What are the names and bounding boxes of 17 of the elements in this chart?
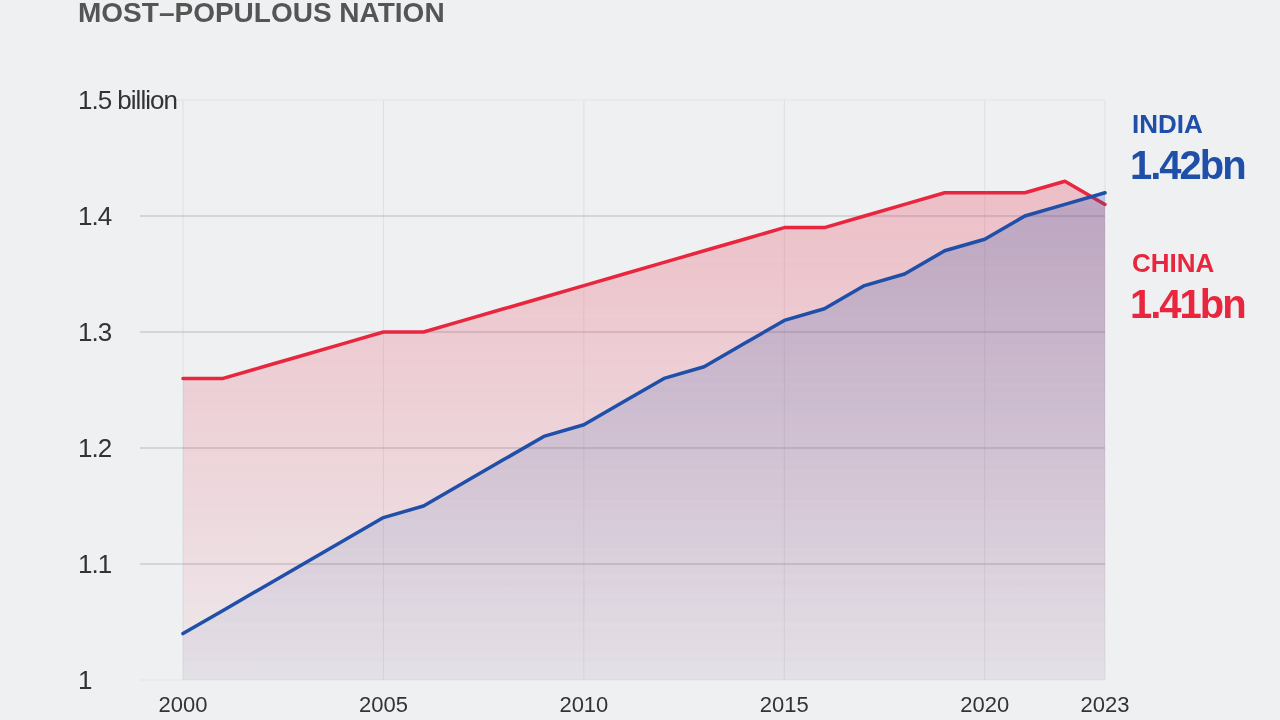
y-tick-label: 1.4 xyxy=(78,201,112,232)
chart-title: MOST–POPULOUS NATION xyxy=(78,0,445,28)
annotation: 1.41bn xyxy=(1130,282,1245,327)
x-tick-label: 2000 xyxy=(158,692,208,717)
y-tick-label: 1.2 xyxy=(78,433,112,464)
annotation: 1.42bn xyxy=(1130,142,1245,187)
text: INDIA xyxy=(1132,108,1203,139)
y-tick-label: 1 xyxy=(78,665,92,696)
x-tick-label: 2005 xyxy=(358,692,408,717)
x-tick-label: 2023 xyxy=(1080,692,1130,717)
x-tick-label: 2015 xyxy=(759,692,809,717)
y-tick-label: 1.1 xyxy=(78,549,112,580)
x-tick-label: 2010 xyxy=(559,692,609,717)
x-tick-label: 2020 xyxy=(960,692,1010,717)
y-tick-label: 1.3 xyxy=(78,317,112,348)
series-label: CHINA xyxy=(1132,248,1215,279)
y-tick-label: 1.5 billion xyxy=(78,85,177,116)
